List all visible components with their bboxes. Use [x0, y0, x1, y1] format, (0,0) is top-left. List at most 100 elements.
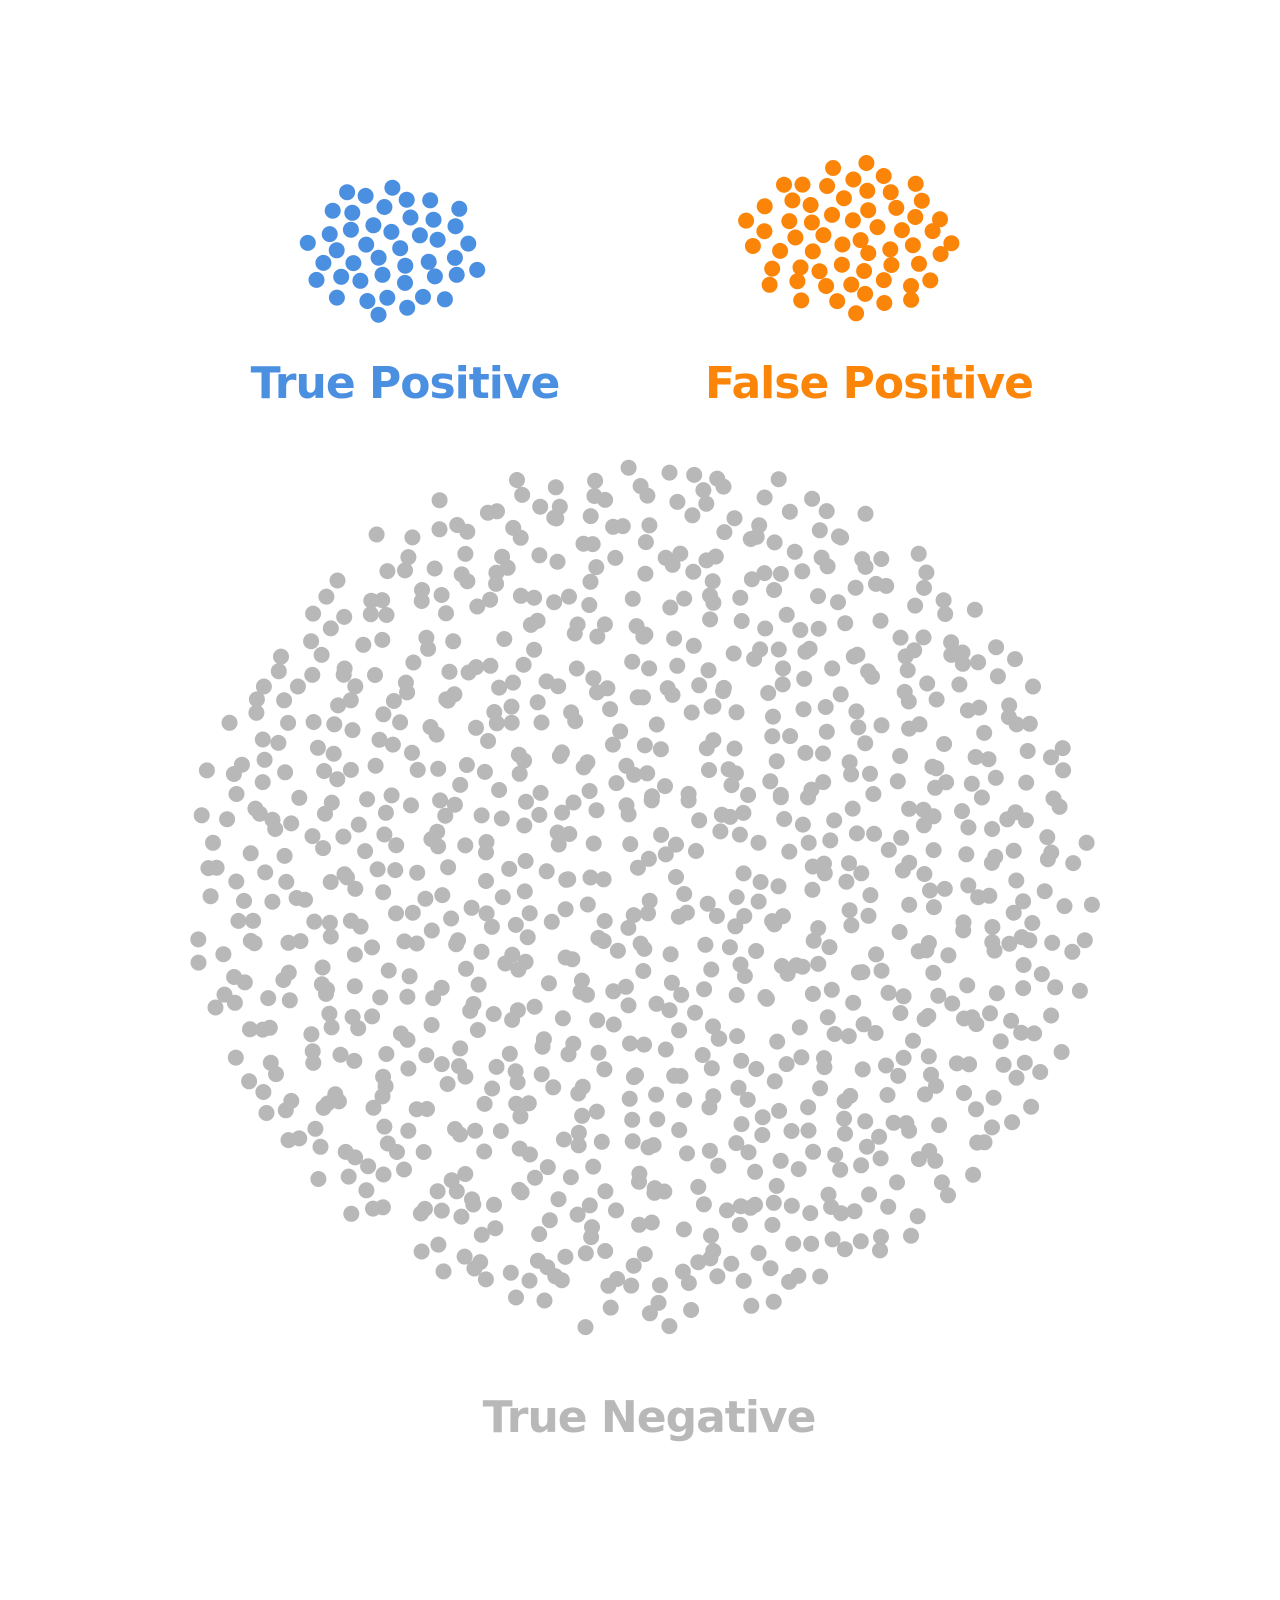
tn-dot — [435, 1263, 452, 1280]
tn-dot — [641, 892, 658, 909]
tn-dot — [663, 974, 680, 991]
tn-dot — [648, 995, 665, 1012]
tn-dot — [844, 800, 861, 817]
tn-dot — [873, 1228, 889, 1245]
tn-dot — [862, 887, 879, 904]
tn-dot — [193, 807, 210, 824]
tn-dot — [792, 622, 809, 638]
tn-dot — [321, 1005, 338, 1022]
tn-dot — [781, 1273, 798, 1290]
tp-dot — [357, 187, 374, 204]
tn-dot — [752, 874, 769, 890]
tn-dot — [418, 1047, 435, 1064]
tn-dot — [549, 824, 566, 841]
fp-dot — [835, 190, 852, 207]
tn-dot — [670, 908, 687, 925]
tn-dot — [514, 486, 531, 503]
tn-dot — [322, 874, 339, 890]
tn-dot — [671, 1022, 688, 1039]
tn-dot — [811, 522, 828, 539]
tn-dot — [605, 983, 622, 1000]
tn-dot — [771, 1102, 788, 1119]
tp-dot — [448, 266, 465, 283]
tp-dot — [374, 266, 391, 283]
tn-dot — [396, 1161, 412, 1178]
tn-dot — [612, 723, 629, 740]
tn-dot — [589, 1012, 606, 1029]
fp-dot — [738, 212, 755, 229]
tn-dot — [925, 964, 942, 981]
tn-dot — [476, 763, 493, 780]
tn-dot — [307, 1120, 324, 1137]
tn-dot — [479, 504, 496, 521]
tn-dot — [781, 503, 798, 520]
tn-dot — [831, 528, 847, 545]
tn-dot — [683, 704, 700, 721]
tp-dot — [370, 306, 387, 323]
tn-dot — [316, 763, 333, 779]
tn-dot — [1043, 844, 1060, 861]
tn-dot — [553, 1272, 570, 1289]
tn-dot — [397, 674, 414, 691]
tn-dot — [517, 853, 534, 869]
fp-dot — [845, 171, 862, 188]
tn-dot — [504, 1011, 521, 1028]
tn-dot — [463, 899, 480, 916]
tn-dot — [512, 1108, 529, 1125]
tn-dot — [696, 981, 713, 998]
tn-dot — [625, 1257, 642, 1274]
tn-dot — [687, 1004, 703, 1021]
tn-dot — [901, 896, 918, 913]
tn-dot — [793, 1049, 810, 1066]
tn-dot — [984, 821, 1001, 837]
tn-dot — [951, 676, 968, 693]
tn-dot — [478, 844, 494, 861]
tn-dot — [620, 919, 637, 936]
tn-dot — [751, 517, 768, 534]
tn-dot — [709, 1268, 726, 1285]
tn-dot — [486, 1196, 502, 1213]
tn-dot — [405, 654, 422, 671]
tn-dot — [1043, 1007, 1060, 1024]
tp-dot — [324, 202, 341, 219]
fp-dot — [772, 242, 789, 259]
tn-dot — [554, 1010, 571, 1027]
tn-dot — [518, 793, 534, 810]
tn-dot — [326, 716, 343, 733]
tn-dot — [491, 679, 508, 696]
tn-dot — [303, 633, 320, 650]
fp-dot — [883, 257, 900, 273]
tn-dot — [931, 1117, 948, 1134]
tn-dot — [560, 1046, 577, 1063]
tn-dot — [593, 1133, 610, 1150]
tn-dot — [587, 472, 604, 489]
tn-dot — [775, 908, 791, 925]
tn-dot — [918, 564, 935, 581]
tn-dot — [820, 1186, 837, 1203]
tn-dot — [216, 986, 233, 1003]
tn-dot — [804, 881, 821, 898]
fp-dot — [789, 273, 806, 290]
tn-dot — [743, 1297, 760, 1314]
tn-dot — [878, 1057, 894, 1074]
tn-dot — [378, 607, 395, 623]
tn-dot — [879, 1087, 896, 1103]
tn-dot — [666, 630, 683, 647]
tn-dot — [315, 840, 332, 857]
tn-dot — [364, 939, 380, 956]
tn-dot — [289, 678, 306, 695]
tn-dot — [305, 605, 322, 622]
tn-dot — [376, 826, 393, 843]
tn-dot — [819, 1009, 836, 1026]
tn-dot — [770, 641, 787, 658]
tn-dot — [399, 1031, 416, 1048]
fp-dot — [819, 178, 836, 194]
tn-dot — [374, 1088, 391, 1105]
tn-dot — [400, 549, 417, 566]
tn-dot — [629, 689, 646, 706]
tn-dot — [954, 644, 971, 661]
tn-dot — [342, 692, 359, 709]
tn-dot — [388, 905, 404, 922]
tn-dot — [585, 670, 602, 687]
tn-dot — [669, 493, 686, 510]
